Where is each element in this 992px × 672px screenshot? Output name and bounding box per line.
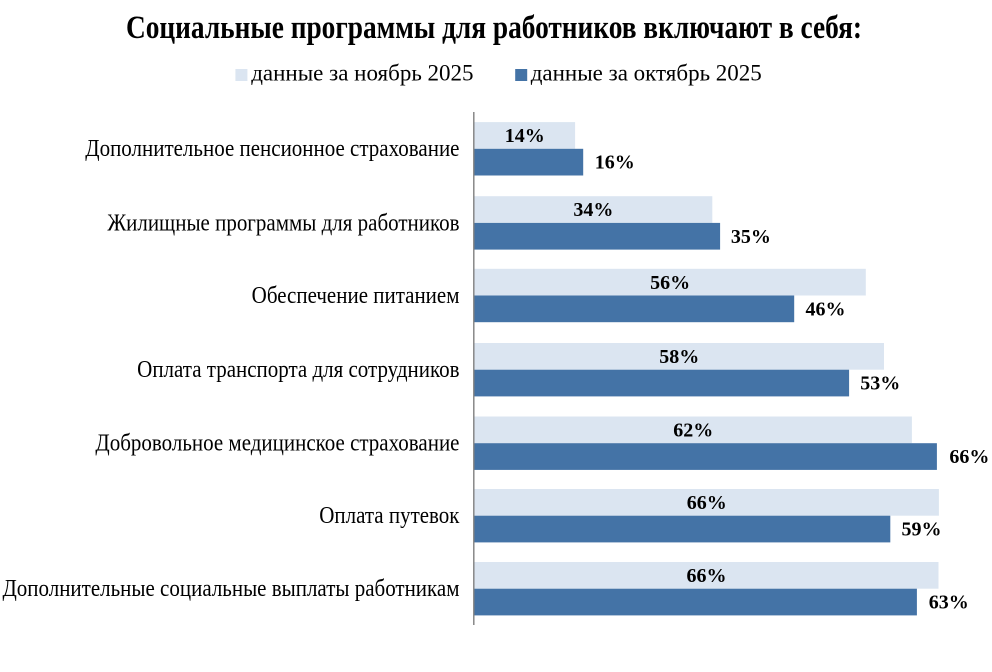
svg-text:35%: 35%: [731, 226, 771, 248]
svg-text:58%: 58%: [659, 346, 699, 368]
svg-text:53%: 53%: [860, 373, 900, 395]
svg-text:56%: 56%: [650, 272, 690, 294]
svg-text:Социальные программы для работ: Социальные программы для работников вклю…: [126, 10, 862, 46]
svg-text:14%: 14%: [505, 125, 545, 147]
svg-text:66%: 66%: [687, 565, 727, 587]
svg-text:Оплата транспорта для сотрудни: Оплата транспорта для сотрудников: [137, 356, 459, 383]
svg-text:62%: 62%: [673, 420, 713, 442]
svg-text:59%: 59%: [902, 519, 942, 541]
svg-text:66%: 66%: [949, 446, 989, 468]
svg-text:Добровольное медицинское страх: Добровольное медицинское страхование: [95, 429, 459, 456]
svg-text:46%: 46%: [806, 299, 846, 321]
svg-text:данные за октябрь 2025: данные за октябрь 2025: [531, 61, 762, 86]
svg-text:Жилищные программы для работни: Жилищные программы для работников: [107, 209, 459, 236]
svg-text:63%: 63%: [929, 592, 969, 614]
svg-text:16%: 16%: [595, 152, 635, 174]
svg-text:Дополнительные социальные выпл: Дополнительные социальные выплаты работн…: [2, 575, 459, 602]
svg-text:Обеспечение питанием: Обеспечение питанием: [252, 282, 460, 309]
svg-text:66%: 66%: [687, 492, 727, 514]
svg-text:данные за ноябрь 2025: данные за ноябрь 2025: [251, 61, 473, 86]
svg-text:Оплата путевок: Оплата путевок: [319, 502, 459, 529]
svg-text:34%: 34%: [573, 199, 613, 221]
svg-text:Дополнительное пенсионное стра: Дополнительное пенсионное страхование: [85, 135, 459, 162]
